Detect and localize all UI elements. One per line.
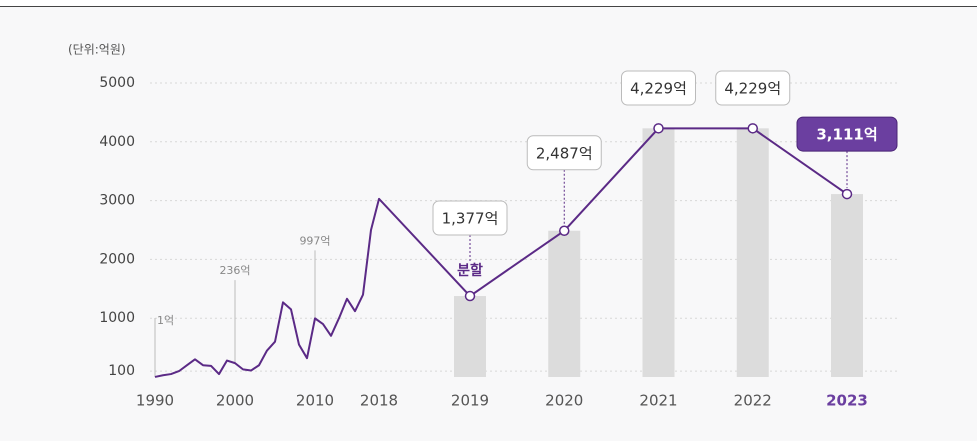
y-tick-label: 3000 — [99, 193, 135, 209]
x-tick-label: 2010 — [296, 392, 334, 410]
y-tick-label: 2000 — [99, 251, 135, 267]
callout-label: 4,229억 — [724, 80, 781, 98]
callout-box — [526, 135, 602, 171]
annotation-text: 분할 — [457, 262, 483, 279]
y-tick-label: 100 — [108, 363, 135, 379]
x-tick-label: 1990 — [136, 392, 174, 410]
annotation-label: 1억 — [157, 314, 174, 327]
point — [559, 225, 570, 237]
point — [841, 188, 853, 200]
unit-label: (단위:억원) — [68, 43, 126, 57]
point — [747, 123, 758, 134]
point — [653, 123, 664, 134]
x-tick-label: 2000 — [216, 392, 254, 410]
point — [464, 290, 476, 302]
bar — [831, 194, 863, 377]
x-tick-label: 2019 — [451, 392, 489, 410]
callout-label: 1,377억 — [442, 210, 499, 228]
callout-label: 2,487억 — [536, 144, 593, 162]
x-tick-label: 2022 — [734, 392, 772, 410]
line-series — [154, 127, 848, 378]
annotation-label: 236억 — [219, 264, 250, 277]
bar — [642, 128, 675, 377]
callout-box — [432, 200, 508, 236]
x-tick-label: 2018 — [360, 392, 398, 410]
x-tick-label: 2023 — [826, 392, 868, 410]
x-tick-label: 2021 — [639, 392, 677, 410]
callout-label: 3,111억 — [816, 126, 877, 144]
y-tick-label: 4000 — [99, 134, 135, 150]
callout-box — [796, 116, 898, 152]
callout-box — [715, 70, 791, 106]
y-tick-label: 1000 — [99, 310, 135, 326]
x-tick-label: 2020 — [545, 392, 583, 410]
bar — [548, 230, 581, 377]
annotation-label: 997억 — [299, 234, 330, 247]
callout-box — [621, 70, 696, 106]
y-tick-label: 5000 — [99, 75, 135, 91]
bar — [736, 128, 769, 377]
bar — [454, 296, 486, 377]
callout-label: 4,229억 — [630, 80, 687, 98]
